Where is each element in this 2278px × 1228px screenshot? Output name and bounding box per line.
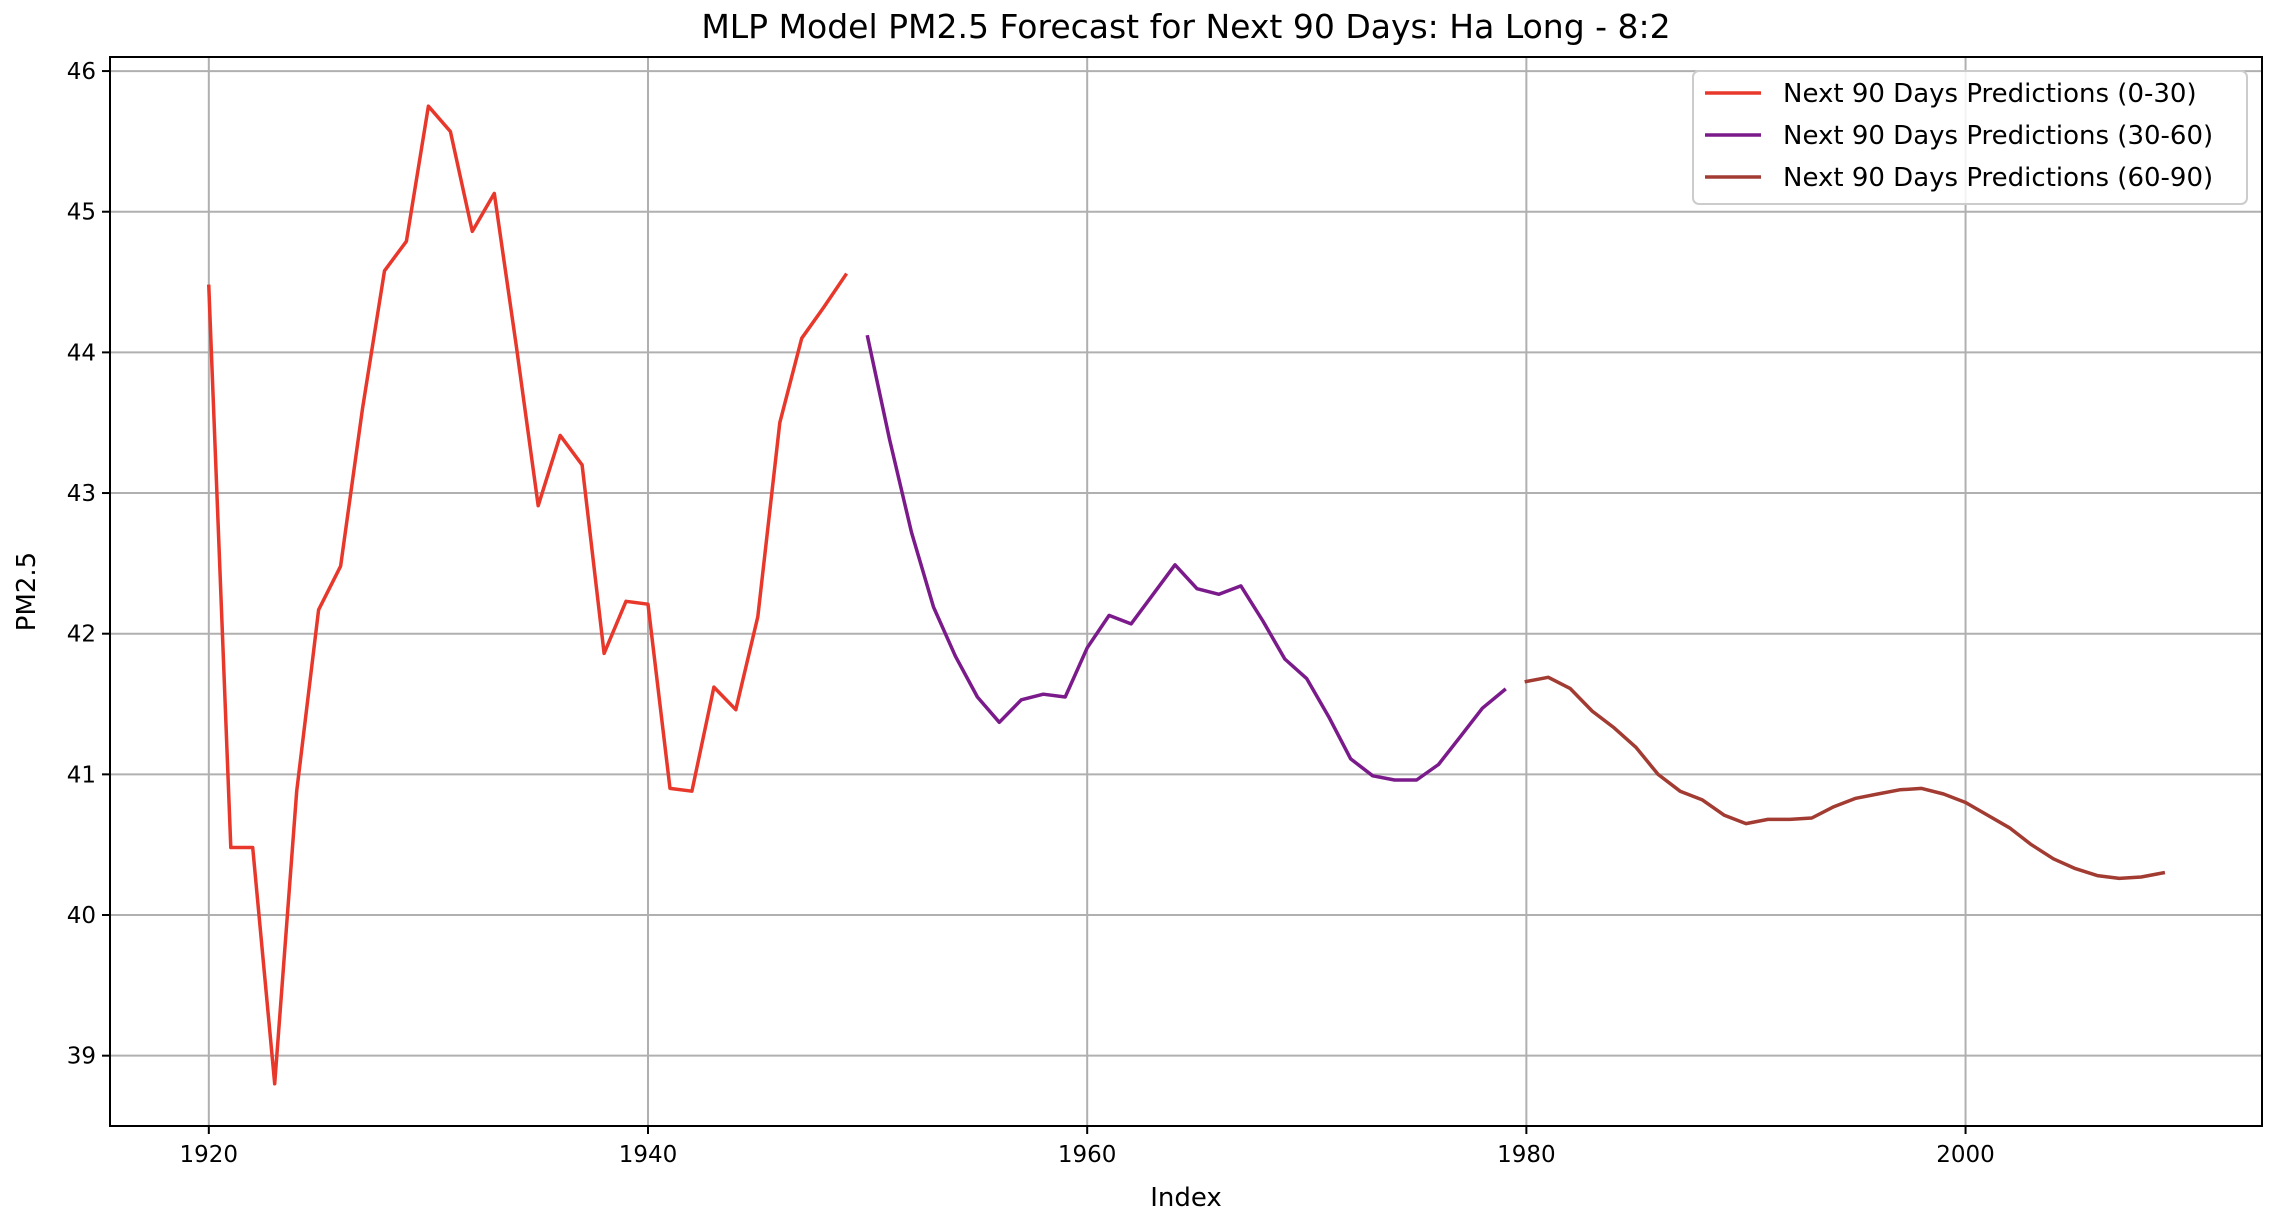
legend-label-2: Next 90 Days Predictions (30-60) xyxy=(1783,121,2213,151)
legend: Next 90 Days Predictions (0-30) Next 90 D… xyxy=(1692,70,2248,205)
grid xyxy=(110,57,2262,1126)
y-axis-label: PM2.5 xyxy=(12,552,42,631)
series-lines xyxy=(206,104,2166,1086)
x-tick-label: 1920 xyxy=(180,1142,239,1168)
x-tick-label: 2000 xyxy=(1936,1142,1995,1168)
y-tick-label: 46 xyxy=(67,59,96,85)
y-axis: 39 40 41 42 43 44 45 46 xyxy=(67,59,110,1070)
x-axis: 1920 1940 1960 1980 2000 xyxy=(180,1126,1995,1168)
legend-label-3: Next 90 Days Predictions (60-90) xyxy=(1783,163,2213,193)
y-tick-label: 44 xyxy=(67,340,96,366)
y-tick-label: 45 xyxy=(67,200,96,226)
series-line-3 xyxy=(1524,675,2166,881)
series-line-1 xyxy=(206,104,849,1086)
x-tick-label: 1960 xyxy=(1058,1142,1117,1168)
legend-box xyxy=(1692,70,2248,205)
y-tick-label: 43 xyxy=(67,481,96,507)
y-tick-label: 39 xyxy=(67,1044,96,1070)
y-tick-label: 40 xyxy=(67,903,96,929)
y-tick-label: 42 xyxy=(67,622,96,648)
chart-title: MLP Model PM2.5 Forecast for Next 90 Day… xyxy=(701,7,1670,46)
x-axis-label: Index xyxy=(1150,1183,1222,1213)
x-tick-label: 1940 xyxy=(619,1142,678,1168)
legend-label-1: Next 90 Days Predictions (0-30) xyxy=(1783,79,2197,109)
y-tick-label: 41 xyxy=(67,762,96,788)
series-line-2 xyxy=(865,334,1507,782)
x-tick-label: 1980 xyxy=(1497,1142,1556,1168)
plot-frame xyxy=(109,56,2263,1127)
